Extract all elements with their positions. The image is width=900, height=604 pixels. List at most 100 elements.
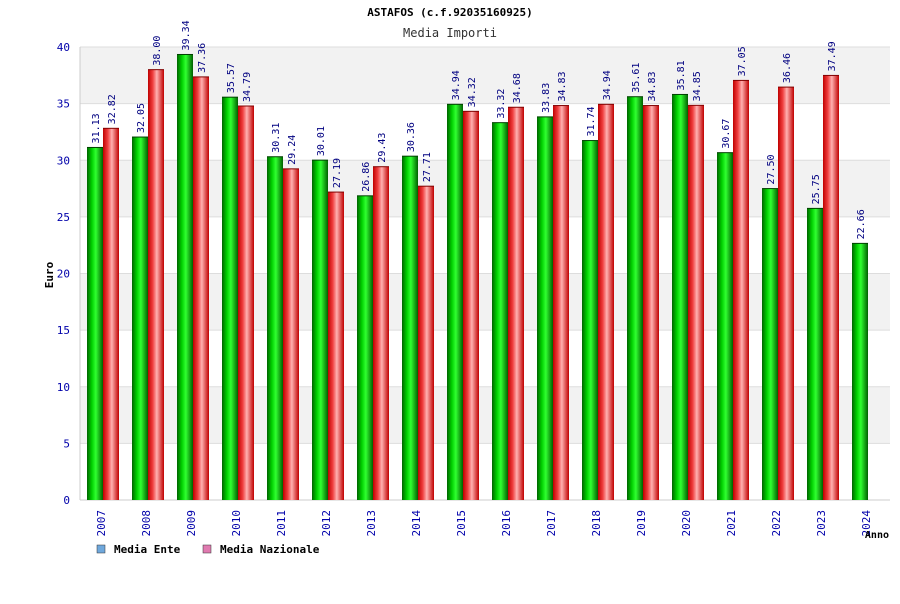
- legend-swatch-media-nazionale: [202, 544, 212, 554]
- x-tick-label: 2022: [770, 510, 783, 537]
- x-tick-label: 2010: [230, 510, 243, 537]
- bar-media-nazionale-2017: [553, 105, 569, 501]
- y-tick-label: 30: [57, 154, 70, 167]
- bar-value-label: 31.74: [586, 106, 597, 136]
- x-tick-label: 2015: [455, 510, 468, 537]
- gridlines: [79, 46, 890, 501]
- bar-media-ente-2008: [132, 137, 148, 500]
- y-axis-ticks: 0 5 10 15 20 25 30 35 40: [57, 41, 70, 507]
- bar-media-ente-2017: [537, 116, 553, 501]
- bar-value-label: 37.05: [737, 46, 748, 76]
- bar-value-label: 27.19: [332, 158, 343, 188]
- bar-media-ente-2010: [222, 97, 238, 501]
- bar-value-label: 34.83: [557, 71, 568, 101]
- bar-value-label: 35.61: [631, 63, 642, 93]
- legend-swatch-media-ente: [96, 544, 106, 554]
- x-tick-label: 2014: [410, 510, 423, 537]
- y-tick-label: 10: [57, 381, 70, 394]
- bar-value-label: 34.94: [451, 70, 462, 100]
- bar-media-ente-2021: [717, 152, 733, 501]
- bar-media-nazionale-2014: [418, 186, 434, 500]
- legend: Media Ente Media Nazionale: [96, 543, 320, 556]
- bar-value-label: 34.32: [467, 77, 478, 107]
- bar-value-label: 34.85: [692, 71, 703, 101]
- legend-label-media-ente: Media Ente: [114, 543, 181, 556]
- bar-media-nazionale-2009: [193, 76, 209, 500]
- bar-media-nazionale-2008: [148, 69, 164, 501]
- bar-media-ente-2011: [267, 156, 283, 500]
- bar-media-ente-2009: [177, 54, 193, 501]
- y-tick-label: 35: [57, 98, 70, 111]
- bar-value-label: 35.57: [226, 63, 237, 93]
- bar-media-nazionale-2015: [463, 111, 479, 501]
- bar-media-nazionale-2022: [778, 87, 794, 500]
- x-tick-label: 2017: [545, 510, 558, 537]
- bar-value-label: 37.49: [827, 41, 838, 71]
- bar-value-label: 30.31: [271, 123, 282, 153]
- bar-value-label: 29.24: [287, 135, 298, 165]
- bar-media-nazionale-2013: [373, 166, 389, 500]
- bar-media-ente-2007: [87, 147, 103, 500]
- bar-value-label: 32.82: [107, 94, 118, 124]
- legend-label-media-nazionale: Media Nazionale: [220, 543, 320, 556]
- bar-value-label: 34.83: [647, 71, 658, 101]
- x-tick-label: 2012: [320, 510, 333, 537]
- plot-band: [80, 273, 890, 331]
- bar-value-label: 22.66: [856, 209, 867, 239]
- bar-media-ente-2019: [627, 96, 643, 501]
- bar-media-ente-2023: [807, 208, 823, 500]
- bar-media-nazionale-2012: [328, 192, 344, 501]
- bar-media-nazionale-2023: [823, 75, 839, 500]
- x-axis-ticks: 2007 2008 2009 2010 2011 2012 2013 2014 2015 2016…: [95, 510, 873, 537]
- bars: [87, 53, 868, 501]
- bar-value-label: 30.01: [316, 126, 327, 156]
- bar-value-label: 38.00: [152, 36, 163, 66]
- bar-value-label: 37.36: [197, 43, 208, 73]
- bar-media-ente-2014: [402, 156, 418, 500]
- x-tick-label: 2018: [590, 510, 603, 537]
- bar-media-ente-2020: [672, 94, 688, 500]
- bar-media-nazionale-2007: [103, 128, 119, 500]
- bar-media-nazionale-2016: [508, 107, 524, 501]
- x-tick-label: 2019: [635, 510, 648, 537]
- y-tick-label: 0: [63, 494, 70, 507]
- bar-value-label: 35.81: [676, 60, 687, 90]
- x-tick-label: 2007: [95, 510, 108, 537]
- bar-media-ente-2022: [762, 188, 778, 500]
- x-tick-label: 2011: [275, 510, 288, 537]
- y-tick-label: 25: [57, 211, 70, 224]
- bar-media-ente-2013: [357, 195, 373, 501]
- bar-media-nazionale-2019: [643, 105, 659, 501]
- x-tick-label: 2008: [140, 510, 153, 537]
- x-tick-label: 2021: [725, 510, 738, 537]
- bar-media-nazionale-2011: [283, 168, 299, 500]
- bar-value-label: 39.34: [181, 20, 192, 50]
- x-axis-label: Anno: [865, 530, 889, 541]
- x-tick-label: 2013: [365, 510, 378, 537]
- x-tick-label: 2009: [185, 510, 198, 537]
- bar-value-label: 34.79: [242, 72, 253, 102]
- y-tick-label: 5: [63, 437, 70, 450]
- bar-media-nazionale-2018: [598, 104, 614, 500]
- chart-title: ASTAFOS (c.f.92035160925): [367, 6, 533, 19]
- bar-media-ente-2015: [447, 104, 463, 500]
- bar-media-nazionale-2021: [733, 80, 749, 500]
- x-tick-label: 2020: [680, 510, 693, 537]
- bar-value-label: 36.46: [782, 53, 793, 83]
- y-tick-label: 20: [57, 268, 70, 281]
- bar-value-label: 25.75: [811, 174, 822, 204]
- bar-value-label: 30.67: [721, 119, 732, 149]
- bar-value-labels: 31.13 32.82 32.05 38.00 39.34 37.36 35.57 34.79…: [91, 20, 867, 239]
- bar-value-label: 27.50: [766, 154, 777, 184]
- bar-value-label: 30.36: [406, 122, 417, 152]
- bar-media-ente-2012: [312, 160, 328, 500]
- bar-value-label: 29.43: [377, 133, 388, 163]
- bar-value-label: 33.32: [496, 89, 507, 119]
- bar-media-nazionale-2010: [238, 106, 254, 501]
- x-tick-label: 2016: [500, 510, 513, 537]
- bar-media-ente-2016: [492, 122, 508, 500]
- bar-value-label: 26.86: [361, 162, 372, 192]
- x-tick-label: 2023: [815, 510, 828, 537]
- chart-subtitle: Media Importi: [403, 26, 497, 40]
